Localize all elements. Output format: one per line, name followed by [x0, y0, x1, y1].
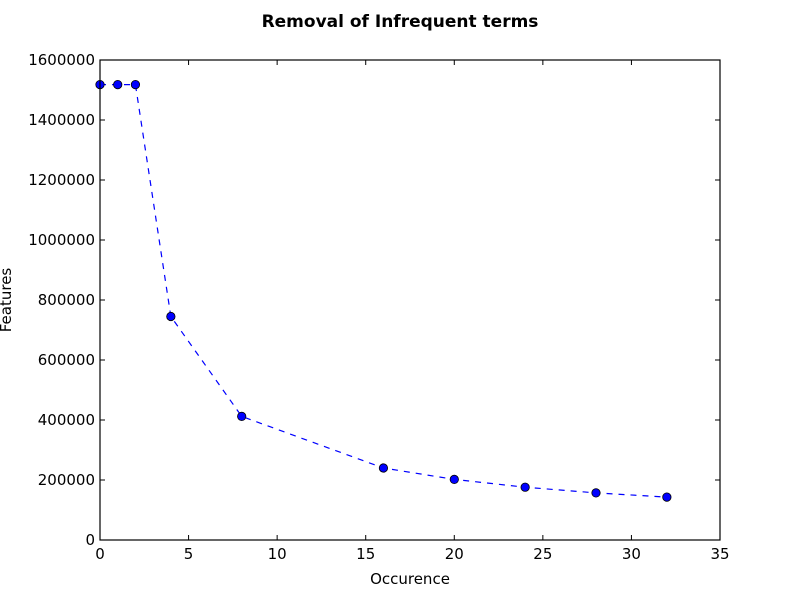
x-tick-label: 0 — [95, 545, 105, 563]
data-point — [166, 311, 176, 322]
data-point — [378, 463, 389, 473]
y-tick-label: 600000 — [38, 351, 95, 369]
data-point — [449, 474, 459, 484]
chart-title: Removal of Infrequent terms — [262, 12, 539, 32]
x-axis-label: Occurence — [370, 570, 450, 588]
x-tick-label: 25 — [533, 545, 552, 563]
plot-layer: 0 5 10 15 20 25 30 35 0 200000 400000 600000 800000 1… — [28, 51, 729, 563]
y-tick-label: 400000 — [38, 411, 95, 429]
x-tick-label: 10 — [268, 545, 287, 563]
data-point — [520, 482, 530, 492]
data-point — [662, 492, 672, 502]
y-tick-label: 800000 — [38, 291, 95, 309]
y-tick-label: 1200000 — [28, 171, 95, 189]
data-point — [591, 488, 601, 498]
x-tick-label: 35 — [710, 545, 729, 563]
x-tick-label: 15 — [356, 545, 375, 563]
y-tick-label: 200000 — [38, 471, 95, 489]
x-tick-label: 30 — [622, 545, 641, 563]
data-point — [113, 80, 123, 90]
x-tick-label: 20 — [445, 545, 464, 563]
x-tick-label: 5 — [184, 545, 194, 563]
y-tick-label: 1000000 — [28, 231, 95, 249]
data-point — [130, 80, 141, 90]
y-tick-label: 1600000 — [28, 51, 95, 69]
y-tick-label: 0 — [85, 531, 95, 549]
plot-frame — [99, 59, 721, 541]
series-line — [100, 83, 667, 498]
data-point — [237, 411, 247, 421]
y-axis-label: Features — [0, 268, 15, 333]
y-tick-label: 1400000 — [28, 111, 95, 129]
